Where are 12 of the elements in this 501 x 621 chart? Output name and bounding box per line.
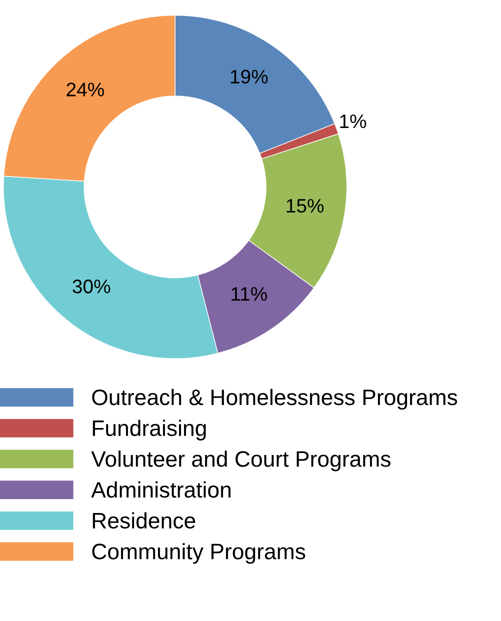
legend-label: Community Programs	[92, 543, 306, 564]
data-label: 30%	[72, 280, 110, 294]
data-label: 19%	[230, 70, 268, 84]
legend-label: Residence	[92, 512, 196, 529]
data-label: 24%	[66, 82, 104, 96]
data-label: 11%	[232, 287, 267, 301]
legend-label: Outreach & Homelessness Programs	[92, 388, 458, 410]
data-label: 15%	[286, 199, 324, 213]
legend-label: Volunteer and Court Programs	[91, 450, 390, 472]
legend-label: Fundraising	[92, 420, 206, 440]
legend-label: Administration	[91, 481, 230, 498]
data-label: 1%	[340, 114, 366, 128]
